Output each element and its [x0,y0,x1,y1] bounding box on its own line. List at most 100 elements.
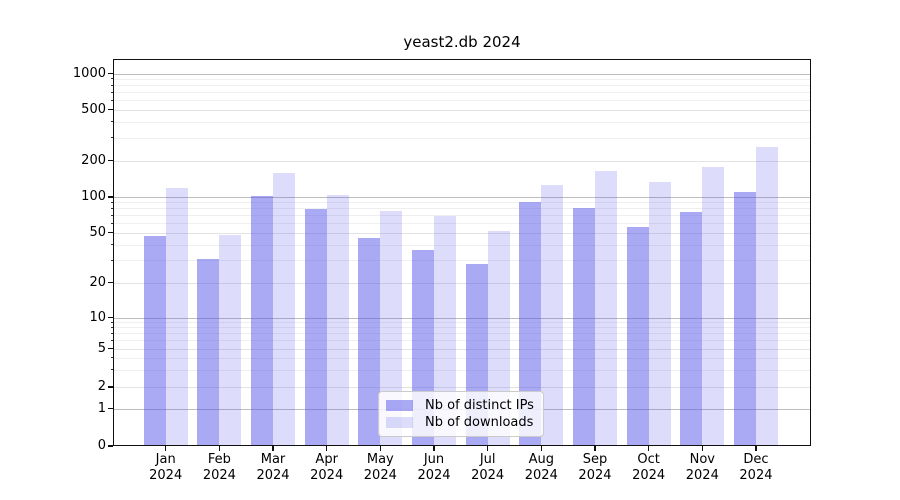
x-tick-label: Dec 2024 [739,452,773,483]
bar-distinct-ips-dec [733,192,756,446]
y-tick-mark [108,159,113,162]
gridline-minor [113,223,811,225]
y-minor-tick-mark [110,99,113,101]
x-tick-label: Jun 2024 [417,452,451,483]
y-tick-mark [108,108,113,111]
legend-swatch-downloads [386,417,413,429]
legend-item-downloads: Nb of downloads [386,415,535,430]
gridline-minor [113,85,811,87]
y-minor-tick-mark [110,321,113,323]
x-tick-label: Oct 2024 [632,452,666,483]
gridline-minor [113,137,811,139]
bar-downloads-may [380,211,403,446]
x-tick-label: Aug 2024 [524,452,558,483]
y-minor-tick-mark [110,84,113,86]
y-minor-tick-mark [110,201,113,203]
gridline-100 [113,197,811,198]
y-minor-tick-mark [110,244,113,246]
x-tick-mark [218,446,220,451]
legend-item-distinct-ips: Nb of distinct IPs [386,398,535,413]
gridline-20 [113,282,811,284]
y-tick-label: 500 [81,101,106,117]
y-tick-label: 2 [97,379,106,394]
gridline-minor [113,369,811,371]
chart-title: yeast2.db 2024 [403,33,521,51]
bar-distinct-ips-nov [680,211,703,446]
gridline-minor [113,340,811,342]
gridline-minor [113,215,811,217]
x-tick-mark [755,446,757,451]
gridline-10 [113,317,811,319]
y-minor-tick-mark [110,137,113,139]
x-tick-label: Mar 2024 [256,452,290,483]
x-tick-mark [165,446,167,451]
y-minor-tick-mark [110,326,113,328]
y-minor-tick-mark [110,332,113,334]
gridline-500 [113,109,811,111]
bar-distinct-ips-aug [519,202,542,446]
y-minor-tick-mark [110,91,113,93]
x-tick-mark [326,446,328,451]
legend-label-distinct-ips: Nb of distinct IPs [425,397,534,413]
bar-distinct-ips-mar [251,195,274,446]
bar-downloads-jan [165,188,188,446]
x-tick-mark [648,446,650,451]
gridline-minor [113,78,811,80]
y-tick-mark [108,231,113,234]
y-tick-mark [108,445,113,447]
gridline-50 [113,232,811,234]
gridline-minor [113,208,811,210]
bar-downloads-oct [648,181,671,446]
y-tick-label: 50 [89,224,106,240]
y-minor-tick-mark [110,369,113,371]
y-tick-mark [108,196,113,198]
y-tick-label: 10 [89,309,106,325]
bar-downloads-nov [702,167,725,446]
y-tick-mark [108,72,113,75]
gridline-minor [113,322,811,324]
bar-distinct-ips-sep [572,208,595,446]
gridline-minor [113,100,811,102]
gridline-minor [113,357,811,359]
y-tick-label: 5 [97,340,106,356]
y-tick-mark [108,281,113,284]
y-tick-mark [108,407,113,410]
y-minor-tick-mark [110,207,113,209]
y-tick-mark [108,347,113,350]
y-minor-tick-mark [110,78,113,80]
bar-downloads-dec [755,146,778,446]
y-tick-label: 100 [81,189,106,204]
legend-label-downloads: Nb of downloads [425,415,534,431]
x-tick-mark [540,446,542,451]
x-tick-mark [272,446,274,451]
gridline-minor [113,333,811,335]
x-tick-mark [594,446,596,451]
gridline-2 [113,387,811,388]
gridline-1000 [113,73,811,75]
gridline-minor [113,260,811,262]
bar-distinct-ips-oct [626,226,649,446]
x-tick-label: May 2024 [363,452,397,483]
bar-distinct-ips-feb [197,258,220,446]
legend-swatch-distinct-ips [386,399,413,411]
bar-downloads-jun [434,216,456,446]
y-tick-mark [108,386,113,388]
bar-downloads-feb [219,234,242,446]
gridline-minor [113,202,811,204]
x-tick-label: Jul 2024 [471,452,505,483]
y-minor-tick-mark [110,357,113,359]
gridline-minor [113,244,811,246]
y-tick-label: 1000 [72,65,106,81]
x-tick-label: Nov 2024 [685,452,719,483]
y-minor-tick-mark [110,259,113,261]
x-tick-label: Sep 2024 [578,452,612,483]
y-tick-label: 200 [81,152,106,168]
y-tick-label: 0 [97,438,106,453]
bar-downloads-mar [273,172,296,446]
gridline-minor [113,327,811,329]
bar-downloads-sep [594,171,617,446]
bar-downloads-aug [541,184,564,446]
y-minor-tick-mark [110,121,113,123]
x-tick-mark [379,446,381,451]
